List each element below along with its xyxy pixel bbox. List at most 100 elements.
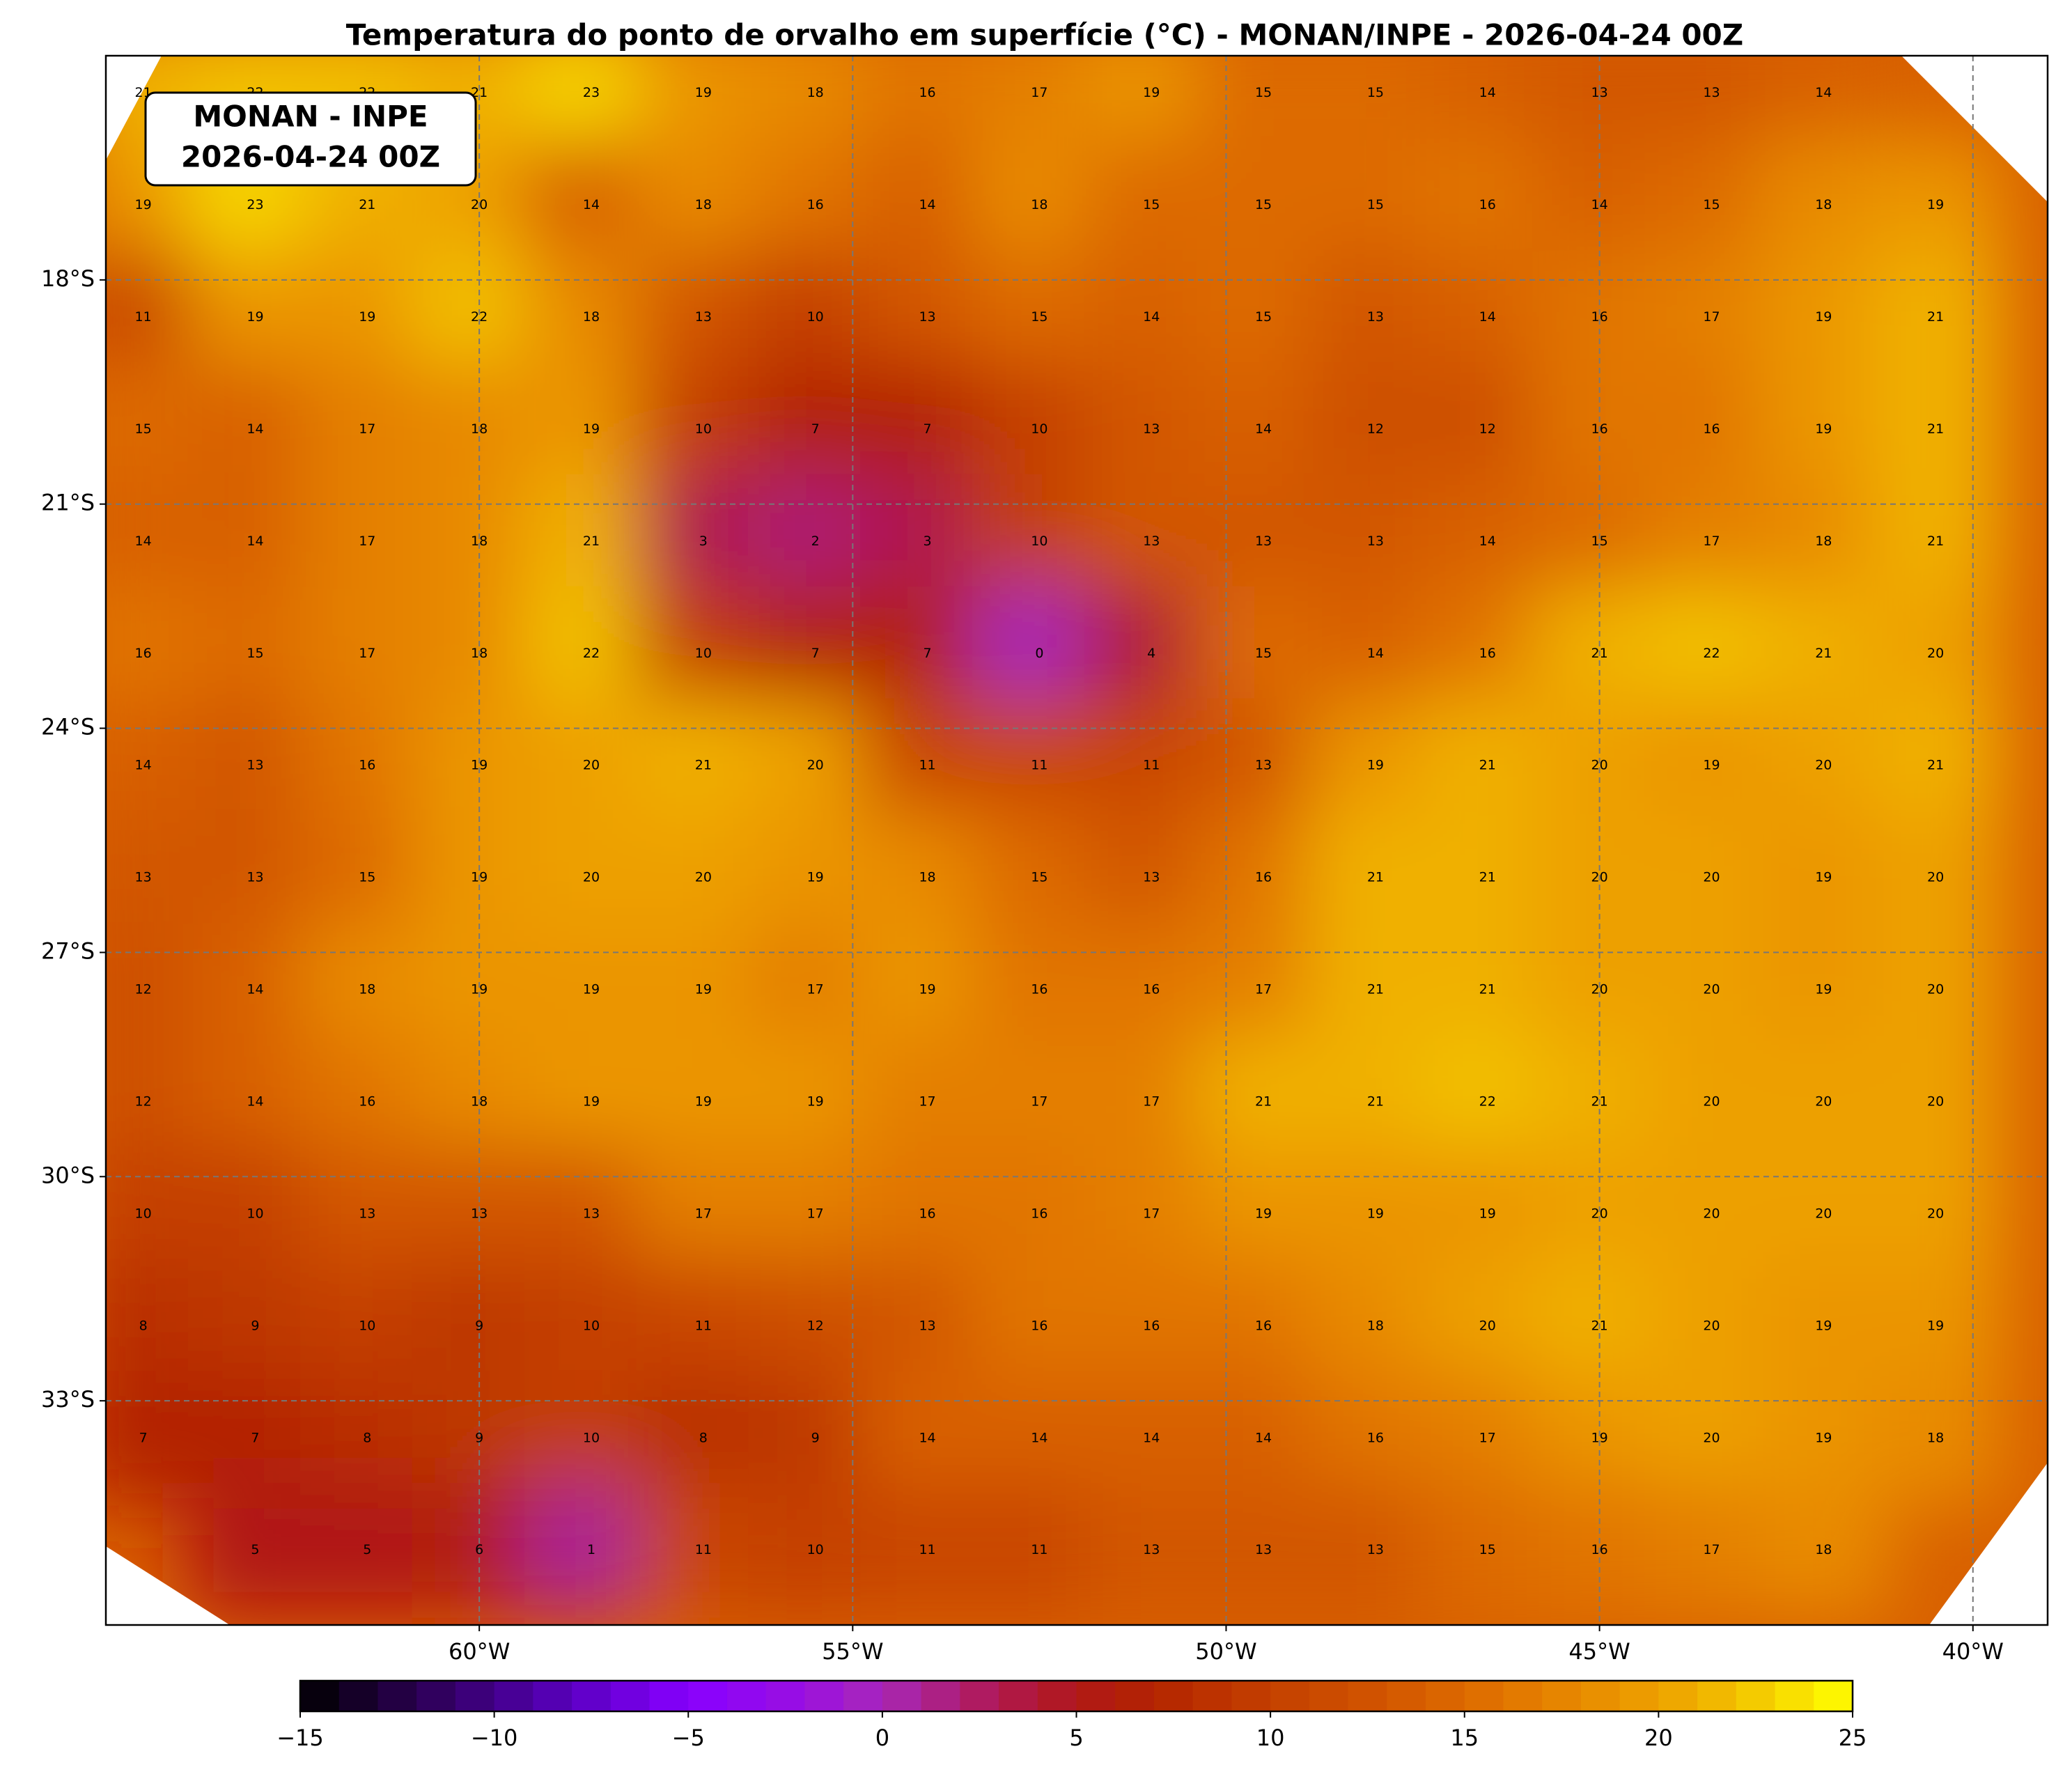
value-label: 19 (1815, 982, 1832, 997)
value-label: 16 (1255, 1318, 1272, 1333)
colorbar-band (1153, 1681, 1194, 1711)
x-tick-label: 45°W (1568, 1638, 1630, 1665)
value-label: 20 (1927, 1206, 1944, 1221)
value-label: 15 (247, 646, 263, 661)
colorbar-tick-label: 25 (1839, 1725, 1867, 1751)
y-tick-label: 27°S (41, 938, 95, 964)
value-label: 19 (583, 1094, 600, 1110)
colorbar-band (1542, 1681, 1582, 1711)
value-label: 14 (247, 534, 263, 549)
colorbar-tick-label: −15 (276, 1725, 324, 1751)
value-label: 2 (811, 534, 820, 549)
value-label: 18 (583, 309, 600, 325)
value-label: 19 (1815, 309, 1832, 325)
value-label: 17 (919, 1094, 935, 1110)
value-label: 14 (1255, 421, 1272, 437)
value-label: 13 (695, 309, 712, 325)
value-label: 21 (1367, 870, 1384, 885)
value-label: 21 (1591, 1094, 1608, 1110)
value-label: 7 (811, 421, 820, 437)
value-label: 5 (251, 1542, 259, 1557)
field-cell (299, 1371, 435, 1506)
value-label: 21 (359, 197, 375, 212)
value-label: 18 (471, 1094, 488, 1110)
colorbar-band (1658, 1681, 1698, 1711)
value-label: 20 (1927, 646, 1944, 661)
value-label: 17 (1031, 85, 1047, 100)
value-label: 8 (363, 1430, 371, 1445)
value-label: 13 (919, 1318, 935, 1333)
colorbar-band (1697, 1681, 1737, 1711)
value-label: 14 (247, 982, 263, 997)
value-label: 12 (135, 1094, 152, 1110)
value-label: 19 (807, 1094, 824, 1110)
value-label: 19 (247, 309, 263, 325)
colorbar-band (1580, 1681, 1621, 1711)
value-label: 10 (695, 421, 712, 437)
value-label: 13 (247, 758, 263, 773)
y-tick-label: 30°S (41, 1162, 95, 1188)
value-label: 19 (1367, 758, 1384, 773)
colorbar-band (300, 1681, 340, 1711)
info-box (144, 91, 477, 187)
value-label: 18 (471, 646, 488, 661)
value-label: 16 (1367, 1430, 1384, 1445)
colorbar-band (688, 1681, 728, 1711)
colorbar-band (1270, 1681, 1310, 1711)
value-label: 19 (359, 309, 375, 325)
value-label: 16 (1031, 982, 1047, 997)
value-label: 13 (1591, 85, 1608, 100)
value-label: 19 (1255, 1206, 1272, 1221)
value-label: 21 (1367, 982, 1384, 997)
value-label: 19 (1143, 85, 1160, 100)
value-label: 13 (135, 870, 152, 885)
value-label: 20 (583, 758, 600, 773)
x-tick-label: 40°W (1942, 1638, 2004, 1665)
value-label: 19 (1591, 1430, 1608, 1445)
value-label: 17 (807, 1206, 824, 1221)
value-label: 16 (919, 85, 935, 100)
value-label: 18 (1815, 534, 1832, 549)
value-label: 13 (1143, 421, 1160, 437)
value-label: 9 (811, 1430, 820, 1445)
value-label: 20 (1927, 1094, 1944, 1110)
value-label: 7 (923, 421, 931, 437)
value-label: 12 (1479, 421, 1496, 437)
colorbar-band (1076, 1681, 1116, 1711)
value-label: 20 (695, 870, 712, 885)
value-label: 19 (583, 421, 600, 437)
value-label: 14 (135, 758, 152, 773)
value-label: 9 (475, 1430, 483, 1445)
value-label: 18 (919, 870, 935, 885)
value-label: 18 (471, 421, 488, 437)
value-label: 17 (359, 646, 375, 661)
colorbar-band (610, 1681, 651, 1711)
value-label: 11 (919, 758, 935, 773)
value-label: 22 (1703, 646, 1720, 661)
value-label: 14 (247, 421, 263, 437)
colorbar-band (1814, 1681, 1853, 1711)
colorbar-tick-label: −10 (471, 1725, 518, 1751)
value-label: 6 (475, 1542, 483, 1557)
value-label: 20 (1703, 1094, 1720, 1110)
value-label: 21 (1927, 309, 1944, 325)
value-label: 11 (1143, 758, 1160, 773)
value-label: 20 (471, 197, 488, 212)
value-label: 20 (1815, 758, 1832, 773)
value-label: 10 (583, 1430, 600, 1445)
value-label: 14 (919, 197, 935, 212)
colorbar-band (765, 1681, 806, 1711)
value-label: 14 (919, 1430, 935, 1445)
colorbar-band (1348, 1681, 1387, 1711)
info-line: MONAN - INPE (193, 100, 428, 134)
plot-frame (104, 54, 2049, 1626)
value-label: 10 (583, 1318, 600, 1333)
value-label: 17 (1143, 1206, 1160, 1221)
value-label: 11 (695, 1318, 712, 1333)
value-label: 16 (1703, 421, 1720, 437)
value-label: 14 (135, 534, 152, 549)
colorbar: −15 −10 −5 0 5 10 15 20 25 (276, 1679, 1867, 1751)
value-label: 19 (1367, 1206, 1384, 1221)
colorbar-band (1426, 1681, 1465, 1711)
value-label: 15 (1143, 197, 1160, 212)
